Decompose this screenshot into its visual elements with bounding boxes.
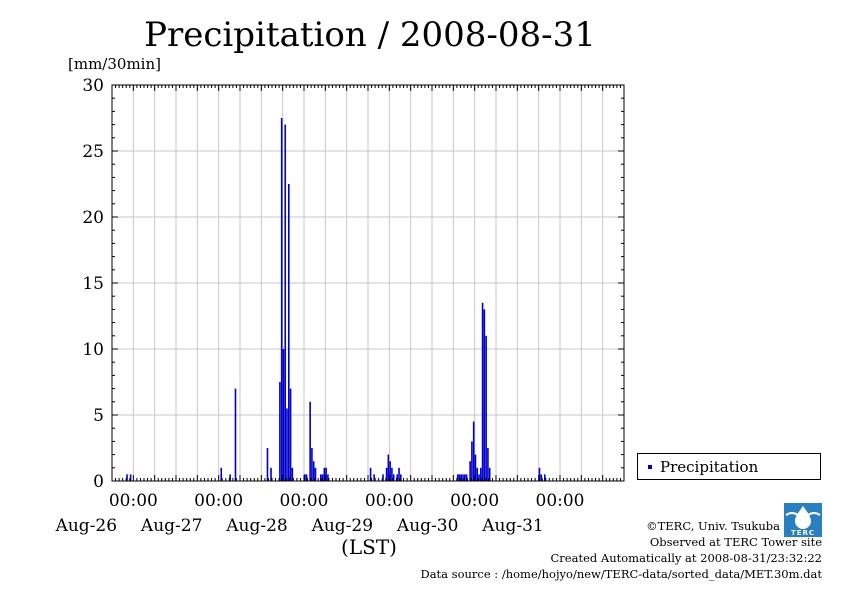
precipitation-bar	[327, 474, 329, 481]
precipitation-bar	[458, 474, 461, 481]
precipitation-bar	[485, 335, 487, 481]
x-tick-time-label: 00:00	[365, 491, 414, 511]
precipitation-bar	[288, 184, 290, 481]
precipitation-bar	[487, 448, 489, 481]
precipitation-bar	[325, 467, 327, 481]
precipitation-bar	[284, 124, 287, 481]
precipitation-bar	[129, 474, 132, 481]
precipitation-bar	[465, 474, 468, 481]
precipitation-bar	[471, 441, 473, 481]
terc-logo-icon: TERC	[784, 503, 822, 537]
precipitation-bar	[538, 467, 541, 481]
y-tick-labels: 0 5 10 15 20 25 30	[82, 76, 104, 492]
precipitation-bar	[387, 454, 390, 481]
precipitation-bar	[373, 474, 375, 481]
copyright-text: ©TERC, Univ. Tsukuba	[646, 519, 780, 533]
precipitation-bar	[320, 474, 322, 481]
precipitation-bar	[398, 467, 400, 481]
precipitation-bar	[280, 118, 283, 481]
legend-swatch-precipitation	[648, 465, 652, 469]
precipitation-bar	[474, 454, 477, 481]
precipitation-bar	[385, 467, 388, 481]
precipitation-bar	[391, 467, 393, 481]
x-tick-date-label: Aug-31	[481, 516, 543, 536]
legend-label-precipitation: Precipitation	[660, 458, 759, 476]
precipitation-bar	[305, 474, 308, 481]
precipitation-bar	[481, 302, 484, 481]
precipitation-bar	[460, 474, 463, 481]
precipitation-bar	[323, 467, 326, 481]
precipitation-bar	[392, 474, 395, 481]
precipitation-bar	[286, 408, 288, 481]
created-text: Created Automatically at 2008-08-31/23:3…	[550, 551, 823, 565]
x-tick-labels: 00:00 Aug-26 00:00 Aug-27 00:00 Aug-28 00:00 Au…	[55, 491, 585, 536]
precipitation-bar	[126, 474, 128, 481]
y-tick-label: 15	[82, 274, 104, 294]
grid-lines	[112, 85, 624, 481]
precipitation-bar	[229, 474, 231, 481]
y-tick-label: 5	[93, 406, 104, 426]
data-source-text: Data source : /home/hojyo/new/TERC-data/…	[420, 567, 822, 581]
x-tick-date-label: Aug-29	[311, 516, 373, 536]
legend: Precipitation	[637, 453, 821, 480]
precipitation-bar	[266, 448, 269, 481]
precipitation-bar	[480, 467, 482, 481]
precipitation-bar	[282, 349, 285, 481]
precipitation-bar	[456, 474, 459, 481]
precipitation-bar	[389, 461, 391, 481]
x-tick-time-label: 00:00	[450, 491, 499, 511]
y-axis-unit-label: [mm/30min]	[68, 55, 161, 73]
precipitation-bar	[270, 467, 272, 481]
y-tick-label: 0	[93, 472, 104, 492]
precipitation-bar	[291, 467, 294, 481]
x-axis-title: (LST)	[341, 535, 397, 559]
precipitation-bar	[472, 421, 475, 481]
precipitation-bar	[382, 474, 384, 481]
precipitation-bar	[400, 474, 402, 481]
x-tick-date-label: Aug-27	[140, 516, 202, 536]
precipitation-bar	[311, 448, 313, 481]
precipitation-bar	[464, 474, 466, 481]
chart-title: Precipitation / 2008-08-31	[144, 15, 596, 55]
precipitation-bar	[304, 474, 306, 481]
precipitation-bar	[544, 474, 546, 481]
precipitation-bar	[369, 467, 372, 481]
x-tick-time-label: 00:00	[280, 491, 329, 511]
x-tick-time-label: 00:00	[194, 491, 243, 511]
precipitation-bar	[396, 474, 399, 481]
precipitation-bar	[469, 461, 471, 481]
axes-group	[111, 84, 625, 482]
precipitation-bar	[312, 461, 315, 481]
precipitation-bar	[220, 467, 223, 481]
precipitation-bar	[314, 467, 317, 481]
credits: ©TERC, Univ. Tsukuba Observed at TERC To…	[420, 518, 822, 582]
precipitation-bar	[478, 474, 480, 481]
x-tick-time-label: 00:00	[109, 491, 158, 511]
precipitation-bar	[540, 474, 543, 481]
x-tick-date-label: Aug-30	[396, 516, 458, 536]
precipitation-bar	[234, 388, 237, 481]
logo-text: TERC	[791, 529, 815, 537]
y-tick-label: 30	[82, 76, 104, 96]
precipitation-bar	[488, 467, 491, 481]
precipitation-bar	[321, 474, 324, 481]
precipitation-bar	[279, 382, 281, 481]
observed-text: Observed at TERC Tower site	[649, 535, 822, 549]
y-tick-label: 10	[82, 340, 104, 360]
precipitation-bar	[483, 309, 486, 481]
x-tick-time-label: 00:00	[536, 491, 585, 511]
precipitation-bar	[289, 388, 292, 481]
y-tick-label: 20	[82, 208, 104, 228]
y-tick-label: 25	[82, 142, 104, 162]
precipitation-bar	[476, 467, 479, 481]
precipitation-bar	[309, 401, 311, 481]
precipitation-bar	[462, 474, 464, 481]
bars-group	[126, 118, 546, 481]
x-tick-date-label: Aug-28	[225, 516, 287, 536]
x-tick-date-label: Aug-26	[55, 516, 117, 536]
plot-frame	[111, 84, 625, 482]
